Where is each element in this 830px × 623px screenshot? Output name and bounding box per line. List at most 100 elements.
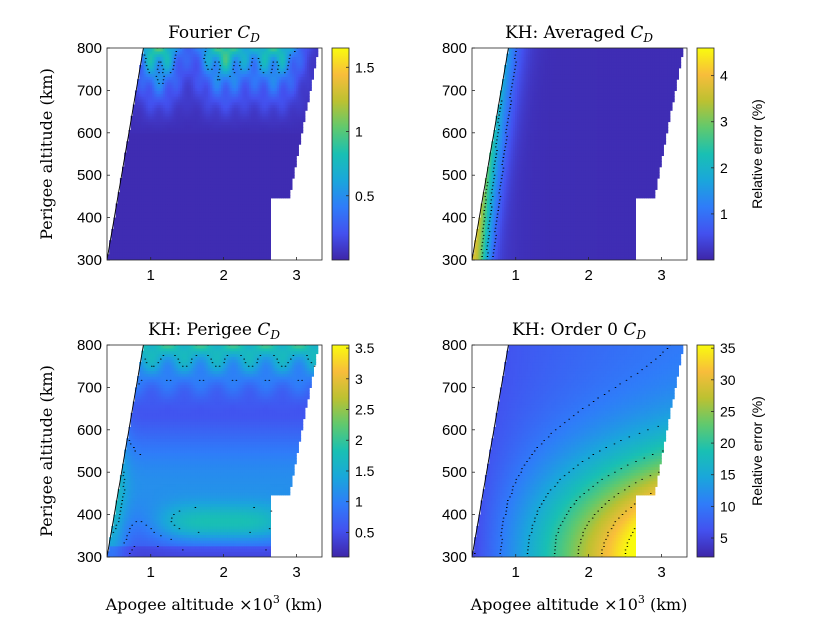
heatmap-cell: [283, 118, 287, 123]
heatmap-cell: [210, 115, 213, 120]
heatmap-cell: [162, 245, 166, 250]
heatmap-cell: [253, 248, 256, 253]
heatmap-cell: [287, 81, 291, 86]
heatmap-cell: [289, 132, 293, 137]
heatmap-cell: [289, 144, 293, 148]
heatmap-cell: [251, 257, 254, 260]
heatmap-cell: [233, 217, 237, 222]
heatmap-cell: [165, 87, 168, 91]
heatmap-cell: [182, 132, 185, 137]
heatmap-cell: [137, 135, 140, 140]
heatmap-cell: [186, 194, 190, 199]
heatmap-cell: [126, 155, 130, 159]
heatmap-cell: [190, 220, 194, 224]
heatmap-cell: [195, 118, 198, 123]
heatmap-cell: [175, 211, 179, 216]
heatmap-cell: [248, 115, 252, 120]
heatmap-cell: [287, 175, 291, 179]
heatmap-cell: [195, 243, 198, 247]
heatmap-cell: [156, 234, 160, 238]
heatmap-cell: [160, 132, 164, 137]
heatmap-cell: [180, 127, 183, 131]
heatmap-cell: [152, 166, 155, 171]
heatmap-cell: [227, 146, 231, 151]
heatmap-cell: [139, 178, 142, 182]
heatmap-cell: [223, 158, 226, 162]
heatmap-cell: [300, 98, 304, 103]
heatmap-cell: [137, 152, 140, 157]
heatmap-cell: [216, 220, 220, 224]
heatmap-cell: [259, 209, 263, 213]
heatmap-cell: [261, 194, 265, 199]
heatmap-cell: [154, 217, 158, 222]
heatmap-cell: [182, 220, 185, 224]
heatmap-cell: [212, 197, 216, 202]
heatmap-cell: [220, 79, 224, 83]
heatmap-cell: [180, 226, 183, 230]
heatmap-cell: [259, 228, 263, 233]
heatmap-cell: [190, 113, 194, 117]
heatmap-cell: [212, 87, 216, 91]
heatmap-cell: [281, 84, 284, 89]
heatmap-cell: [244, 127, 248, 131]
heatmap-cell: [175, 180, 179, 185]
heatmap-cell: [244, 180, 248, 185]
heatmap-cell: [190, 110, 194, 114]
heatmap-cell: [210, 163, 213, 168]
heatmap-cell: [128, 146, 132, 151]
heatmap-cell: [115, 220, 119, 224]
heatmap-cell: [141, 200, 145, 205]
heatmap-cell: [126, 226, 130, 230]
heatmap-cell: [182, 113, 185, 117]
heatmap-cell: [201, 234, 205, 238]
heatmap-cell: [283, 141, 287, 145]
heatmap-cell: [180, 107, 183, 111]
heatmap-cell: [272, 192, 276, 196]
heatmap-cell: [227, 90, 231, 94]
heatmap-cell: [244, 245, 248, 250]
heatmap-cell: [203, 209, 207, 213]
heatmap-cell: [162, 152, 166, 157]
heatmap-cell: [201, 152, 205, 157]
heatmap-cell: [190, 234, 194, 238]
heatmap-cell: [173, 254, 177, 258]
heatmap-cell: [169, 240, 173, 244]
heatmap-cell: [171, 84, 175, 89]
heatmap-cell: [227, 141, 231, 145]
heatmap-cell: [152, 200, 155, 205]
heatmap-cell: [139, 79, 142, 83]
heatmap-cell: [188, 132, 192, 137]
heatmap-cell: [186, 186, 190, 190]
heatmap-cell: [304, 84, 308, 89]
heatmap-cell: [190, 81, 194, 86]
heatmap-cell: [253, 107, 256, 111]
heatmap-cell: [251, 96, 254, 100]
heatmap-cell: [253, 138, 256, 142]
heatmap-cell: [266, 251, 269, 255]
heatmap-cell: [214, 141, 218, 145]
heatmap-cell: [134, 149, 138, 154]
heatmap-cell: [201, 124, 205, 128]
heatmap-cell: [220, 189, 224, 193]
heatmap-cell: [201, 166, 205, 171]
heatmap-cell: [160, 84, 164, 89]
heatmap-cell: [134, 245, 138, 250]
heatmap-cell: [236, 104, 239, 108]
heatmap-cell: [248, 81, 252, 86]
heatmap-cell: [124, 189, 127, 193]
heatmap-cell: [255, 110, 259, 114]
heatmap-cell: [259, 163, 263, 168]
heatmap-cell: [113, 240, 117, 244]
heatmap-cell: [246, 200, 250, 205]
heatmap-cell: [199, 132, 203, 137]
heatmap-cell: [212, 231, 216, 236]
heatmap-cell: [238, 107, 241, 111]
heatmap-cell: [218, 257, 222, 260]
heatmap-cell: [218, 115, 222, 120]
heatmap-cell: [255, 161, 259, 165]
heatmap-cell: [246, 115, 250, 120]
heatmap-cell: [150, 251, 153, 255]
heatmap-cell: [205, 178, 209, 182]
heatmap-cell: [175, 146, 179, 151]
heatmap-cell: [193, 186, 196, 190]
